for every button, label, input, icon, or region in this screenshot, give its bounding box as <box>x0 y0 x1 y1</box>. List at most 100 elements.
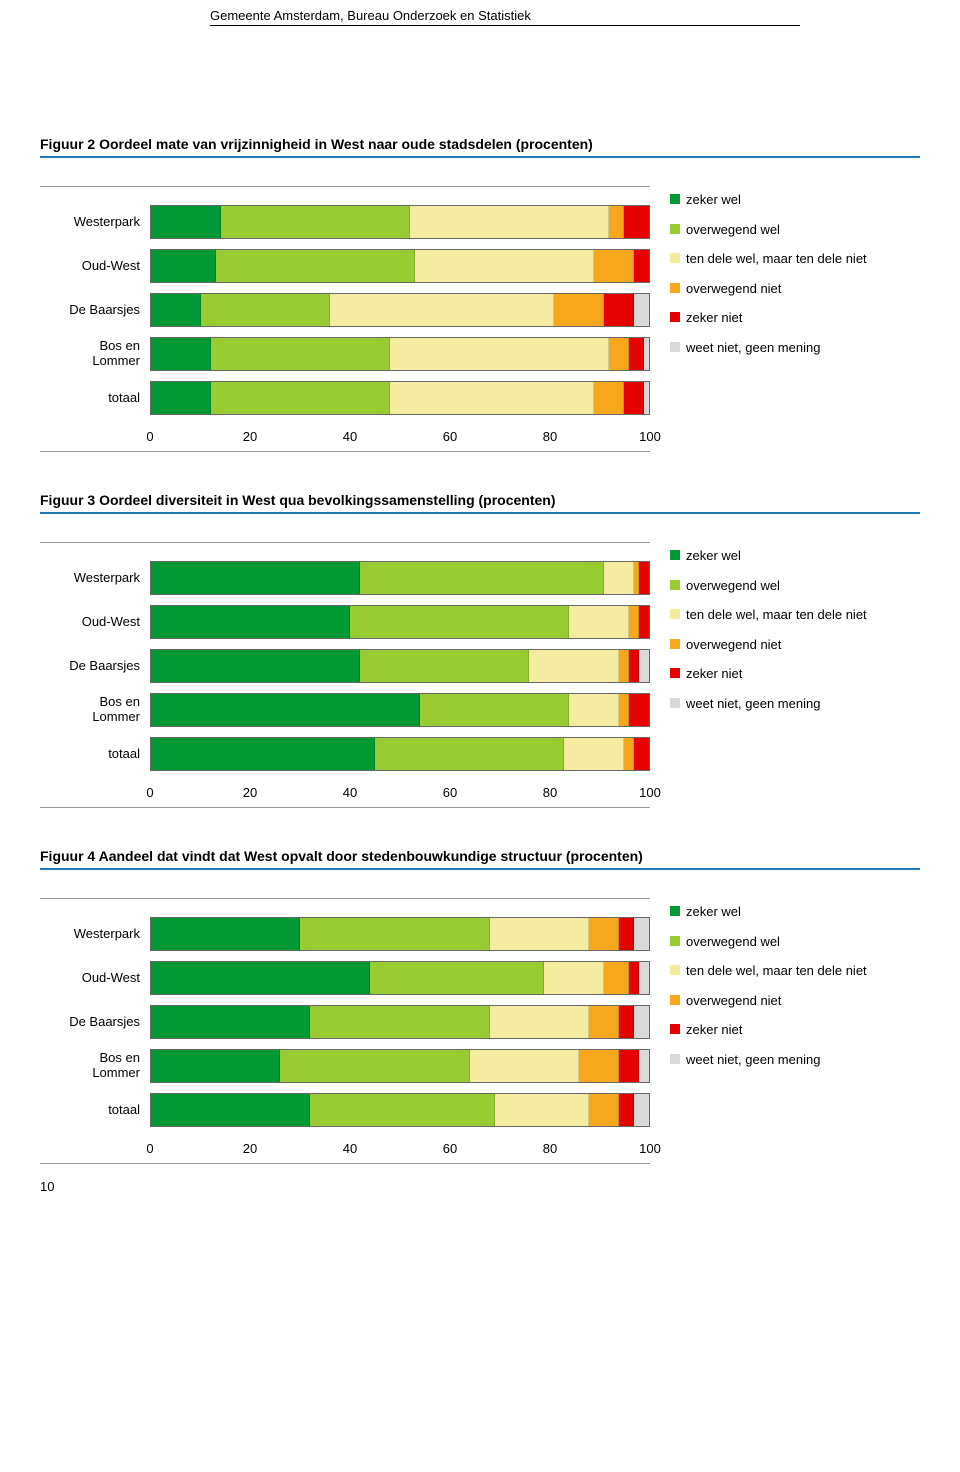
bar-segment-ten_dele <box>390 338 609 370</box>
legend-item-ten_dele: ten dele wel, maar ten dele niet <box>670 251 900 267</box>
bar-segment-zeker_niet <box>624 206 649 238</box>
legend-item-zeker_niet: zeker niet <box>670 310 900 326</box>
bar-segment-zeker_wel <box>151 294 201 326</box>
legend-swatch <box>670 639 680 649</box>
bar-row: totaal <box>40 381 650 415</box>
bar-row-label: Bos enLommer <box>40 1051 150 1081</box>
bar-area <box>150 205 650 239</box>
bar-segment-ten_dele <box>490 1006 590 1038</box>
bar-row: De Baarsjes <box>40 1005 650 1039</box>
bar-segment-overwegend_niet <box>554 294 604 326</box>
bar-segment-overwegend_niet <box>624 738 634 770</box>
axis-tick: 100 <box>639 785 661 800</box>
stacked-bar <box>150 961 650 995</box>
bar-segment-zeker_wel <box>151 694 420 726</box>
chart-block: Figuur 3 Oordeel diversiteit in West qua… <box>40 492 920 808</box>
bar-area <box>150 961 650 995</box>
axis-tick: 80 <box>543 429 557 444</box>
bar-area <box>150 561 650 595</box>
stacked-bar <box>150 1093 650 1127</box>
bar-area <box>150 381 650 415</box>
bar-segment-overwegend_wel <box>221 206 410 238</box>
axis-tick: 80 <box>543 1141 557 1156</box>
bar-area <box>150 737 650 771</box>
bar-segment-zeker_niet <box>634 250 649 282</box>
bar-segment-ten_dele <box>495 1094 590 1126</box>
bar-segment-zeker_wel <box>151 606 350 638</box>
bar-row: Bos enLommer <box>40 693 650 727</box>
legend-item-overwegend_niet: overwegend niet <box>670 281 900 297</box>
bar-area <box>150 1093 650 1127</box>
bar-segment-zeker_niet <box>619 918 634 950</box>
legend-label: zeker niet <box>686 310 742 326</box>
bar-row-label: Westerpark <box>40 927 150 942</box>
bar-area <box>150 249 650 283</box>
axis-tick: 20 <box>243 429 257 444</box>
x-axis: 020406080100 <box>150 425 650 443</box>
bar-segment-zeker_wel <box>151 338 211 370</box>
bar-row-label: Bos enLommer <box>40 695 150 725</box>
axis-tick: 60 <box>443 429 457 444</box>
bar-segment-overwegend_wel <box>420 694 569 726</box>
bar-row-label: Oud-West <box>40 971 150 986</box>
axis-tick: 100 <box>639 1141 661 1156</box>
page-header: Gemeente Amsterdam, Bureau Onderzoek en … <box>210 8 800 26</box>
bar-segment-ten_dele <box>564 738 624 770</box>
chart-block: Figuur 2 Oordeel mate van vrijzinnigheid… <box>40 136 920 452</box>
bar-segment-zeker_niet <box>619 1050 639 1082</box>
legend-swatch <box>670 995 680 1005</box>
legend-swatch <box>670 965 680 975</box>
bar-segment-zeker_wel <box>151 1006 310 1038</box>
bar-segment-zeker_niet <box>639 562 649 594</box>
chart-legend: zeker weloverwegend welten dele wel, maa… <box>670 186 900 452</box>
legend-item-ten_dele: ten dele wel, maar ten dele niet <box>670 963 900 979</box>
stacked-bar <box>150 1049 650 1083</box>
bar-area <box>150 1049 650 1083</box>
legend-swatch <box>670 550 680 560</box>
axis-tick: 20 <box>243 785 257 800</box>
bar-row: totaal <box>40 1093 650 1127</box>
bar-segment-zeker_niet <box>619 1006 634 1038</box>
legend-label: overwegend niet <box>686 993 781 1009</box>
bar-segment-zeker_niet <box>629 650 639 682</box>
bar-row-label: totaal <box>40 391 150 406</box>
bar-segment-overwegend_niet <box>594 250 634 282</box>
axis-tick: 40 <box>343 785 357 800</box>
bar-row: totaal <box>40 737 650 771</box>
bar-segment-ten_dele <box>569 694 619 726</box>
chart-title: Figuur 2 Oordeel mate van vrijzinnigheid… <box>40 136 920 158</box>
bar-segment-overwegend_wel <box>310 1094 494 1126</box>
legend-label: weet niet, geen mening <box>686 1052 820 1068</box>
bar-segment-geen_mening <box>634 294 649 326</box>
bar-area <box>150 1005 650 1039</box>
legend-swatch <box>670 698 680 708</box>
legend-item-geen_mening: weet niet, geen mening <box>670 696 900 712</box>
stacked-bar <box>150 1005 650 1039</box>
bar-segment-ten_dele <box>604 562 634 594</box>
bar-segment-geen_mening <box>639 962 649 994</box>
bar-segment-ten_dele <box>544 962 604 994</box>
bar-segment-zeker_wel <box>151 250 216 282</box>
bar-segment-overwegend_niet <box>579 1050 619 1082</box>
bar-segment-overwegend_wel <box>370 962 544 994</box>
bar-segment-ten_dele <box>415 250 594 282</box>
bar-segment-zeker_niet <box>639 606 649 638</box>
chart-title: Figuur 4 Aandeel dat vindt dat West opva… <box>40 848 920 870</box>
charts-container: Figuur 2 Oordeel mate van vrijzinnigheid… <box>40 136 920 1164</box>
legend-label: overwegend niet <box>686 637 781 653</box>
legend-swatch <box>670 253 680 263</box>
bar-segment-overwegend_wel <box>350 606 569 638</box>
legend-label: zeker wel <box>686 192 741 208</box>
bar-row: De Baarsjes <box>40 649 650 683</box>
bar-segment-overwegend_niet <box>589 1094 619 1126</box>
bar-row: Westerpark <box>40 205 650 239</box>
bar-segment-ten_dele <box>410 206 609 238</box>
legend-label: zeker niet <box>686 666 742 682</box>
bar-segment-zeker_wel <box>151 918 300 950</box>
bar-row-label: Westerpark <box>40 215 150 230</box>
stacked-bar <box>150 293 650 327</box>
legend-swatch <box>670 194 680 204</box>
bar-segment-overwegend_wel <box>211 338 390 370</box>
bar-row-label: Bos enLommer <box>40 339 150 369</box>
bar-segment-overwegend_wel <box>375 738 564 770</box>
